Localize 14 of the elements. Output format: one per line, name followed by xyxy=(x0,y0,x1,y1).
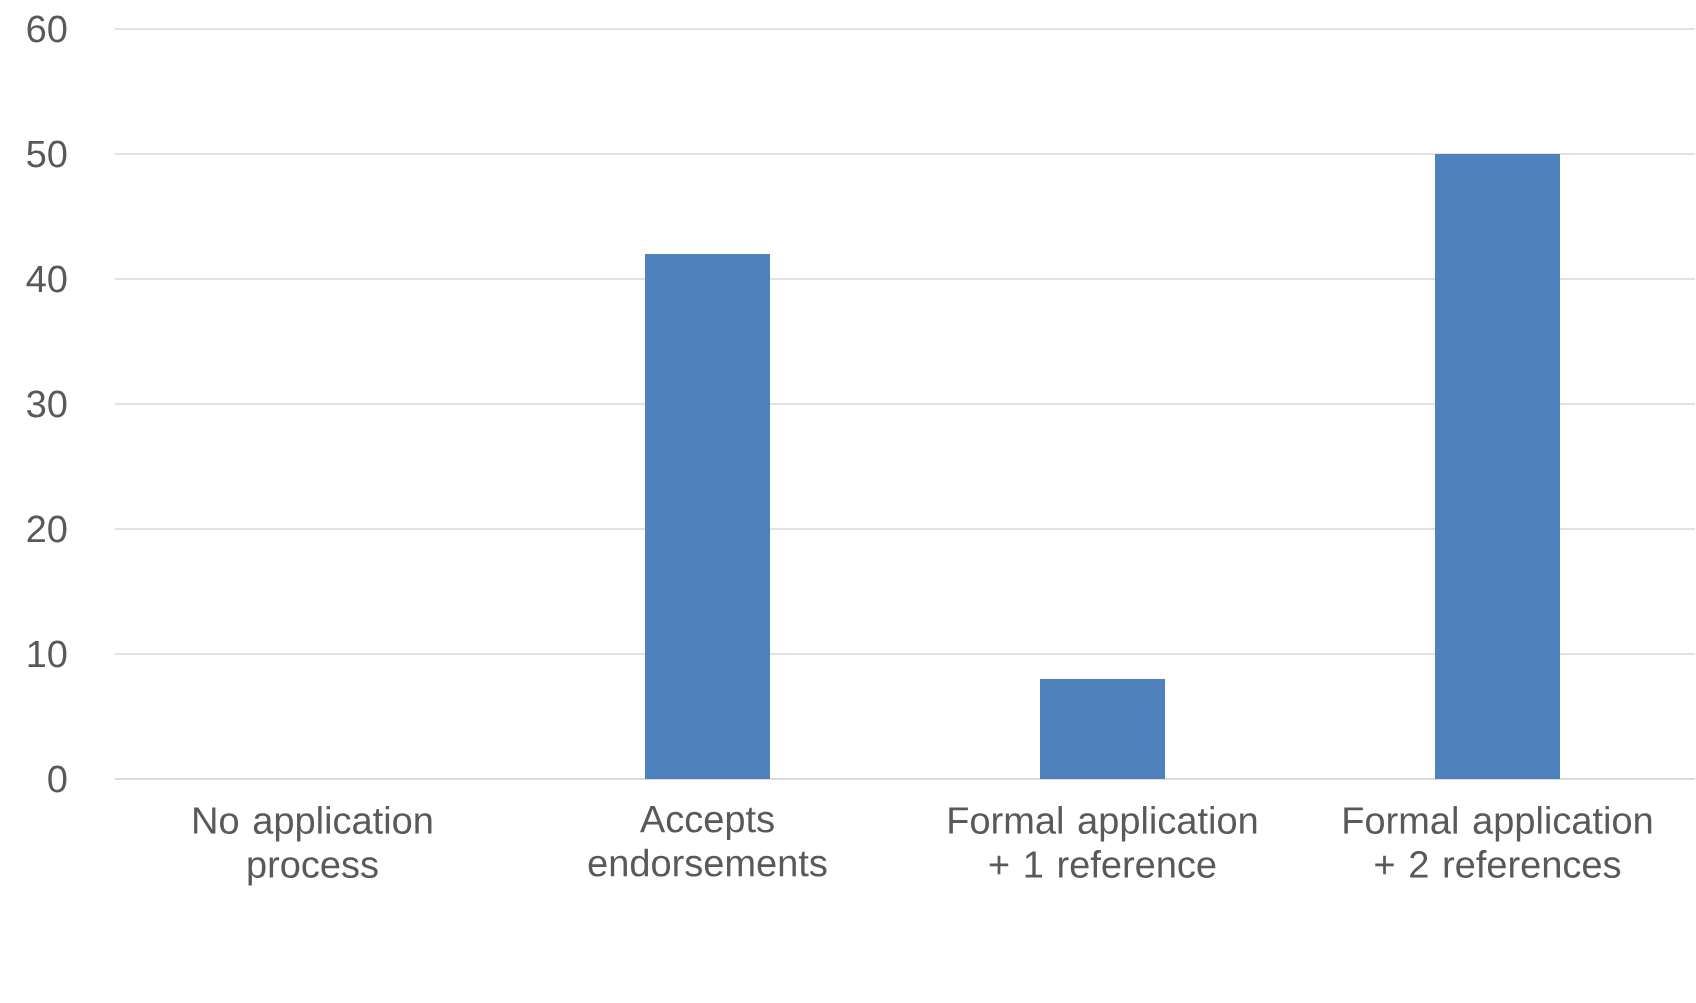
bar xyxy=(1040,679,1166,779)
y-tick-label: 40 xyxy=(26,265,67,293)
x-tick-label: No application process xyxy=(194,806,432,886)
x-tick-label: Formal application + 2 references xyxy=(1344,806,1652,878)
y-tick-label: 30 xyxy=(27,390,67,418)
bar xyxy=(645,253,770,779)
y-tick-label: 0 xyxy=(48,765,67,793)
x-tick-label: Formal application + 1 reference xyxy=(949,806,1257,878)
x-tick-label: Accepts endorsements xyxy=(588,806,827,877)
y-tick-label: 20 xyxy=(27,515,67,543)
y-tick-label: 10 xyxy=(28,640,67,668)
y-tick-label: 60 xyxy=(27,15,67,43)
y-tick-label: 50 xyxy=(27,140,67,168)
bar xyxy=(1435,154,1561,779)
